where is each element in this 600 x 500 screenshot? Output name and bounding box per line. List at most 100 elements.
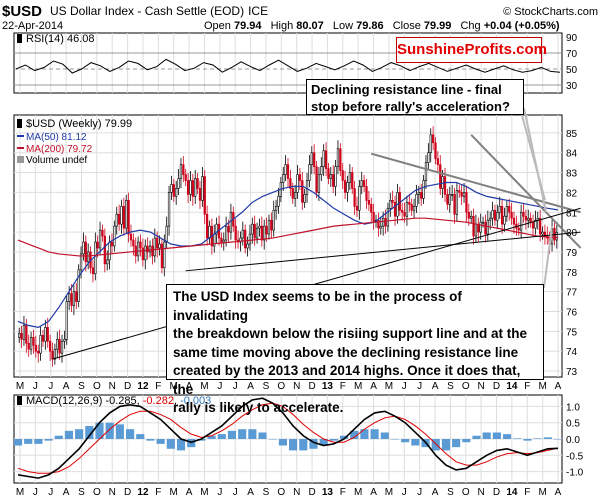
x-tick-label: D xyxy=(308,381,315,392)
macd-histogram-bar xyxy=(339,435,349,439)
candle-body xyxy=(539,217,542,235)
candle-body xyxy=(265,225,268,235)
quote-line: Open 79.94 High 80.07 Low 79.86 Close 79… xyxy=(204,20,560,32)
candle-body xyxy=(429,134,432,154)
candle-body xyxy=(332,174,335,187)
x-tick-label: M xyxy=(538,381,546,392)
macd-histogram-bar xyxy=(543,437,552,439)
candle-body xyxy=(465,192,468,213)
candle-body xyxy=(141,247,145,261)
candle-body xyxy=(372,211,375,223)
candle-body xyxy=(179,164,183,179)
candle-body xyxy=(60,340,64,354)
candle-body xyxy=(393,202,397,217)
candle-body xyxy=(255,227,259,239)
x-tick-label: J xyxy=(233,381,238,392)
candle-body xyxy=(510,211,513,219)
x-tick-label: J xyxy=(417,381,422,392)
candle-body xyxy=(370,204,373,213)
x-tick-label: O xyxy=(277,487,285,498)
candle-body xyxy=(248,233,252,245)
candle-body xyxy=(324,150,328,169)
candle-body xyxy=(225,225,228,241)
macd-histogram-bar xyxy=(492,432,501,439)
price-y-tick-label: 76 xyxy=(566,308,578,319)
candle-body xyxy=(320,166,323,175)
x-tick-label: A xyxy=(186,381,193,392)
candle-body xyxy=(139,241,142,249)
candle-body xyxy=(301,180,304,203)
candle-body xyxy=(156,237,159,249)
candle-body xyxy=(365,186,368,201)
candle-body xyxy=(403,211,406,217)
macd-line xyxy=(17,397,559,479)
candle-body xyxy=(120,206,123,225)
candle-body xyxy=(531,221,535,229)
candle-body xyxy=(486,219,489,235)
macd-histogram-bar xyxy=(136,434,145,439)
candle-body xyxy=(322,150,325,167)
candle-body xyxy=(448,194,451,205)
x-tick-label: J xyxy=(33,381,38,392)
candle-body xyxy=(186,180,190,195)
candle-body xyxy=(431,134,435,144)
candle-body xyxy=(446,194,449,205)
candle-body xyxy=(68,293,71,302)
macd-histogram-bar xyxy=(115,424,124,439)
candle-body xyxy=(527,217,530,221)
rsi-series-line xyxy=(15,58,561,74)
macd-y-tick-label: 0.0 xyxy=(566,435,580,446)
chart-symbol: $USD xyxy=(2,3,42,20)
price-y-tick-label: 78 xyxy=(566,268,578,279)
candle-body xyxy=(63,338,66,342)
macd-y-tick-label: 0.5 xyxy=(566,419,580,430)
candle-body xyxy=(377,219,380,229)
candle-body xyxy=(412,206,416,211)
candle-body xyxy=(489,217,492,221)
x-tick-label: M xyxy=(200,381,208,392)
candle-body xyxy=(477,223,480,233)
annotation-main: The USD Index seems to be in the process… xyxy=(166,284,544,415)
macd-legend-sep1: , xyxy=(137,395,143,407)
x-tick-label: M xyxy=(170,381,178,392)
macd-histogram-bar xyxy=(370,429,379,439)
candle-body xyxy=(503,215,506,225)
candle-body xyxy=(296,174,299,193)
macd-histogram-bar xyxy=(24,439,33,444)
declining-trend-line xyxy=(470,134,582,249)
x-tick-label: J xyxy=(233,487,238,498)
candle-body xyxy=(282,174,285,183)
candle-body xyxy=(144,245,147,261)
candle-body xyxy=(267,219,271,235)
volume-legend-text: Volume undef xyxy=(26,155,87,166)
macd-histogram-bar xyxy=(299,439,308,451)
macd-histogram-bar xyxy=(176,439,186,451)
x-tick-label: D xyxy=(493,381,500,392)
macd-histogram-bar xyxy=(411,439,420,446)
candle-body xyxy=(244,229,247,249)
price-y-tick-label: 83 xyxy=(566,169,578,180)
x-tick-label: O xyxy=(277,381,285,392)
candle-body xyxy=(460,192,463,197)
x-tick-label: F xyxy=(524,381,530,392)
x-tick-label: A xyxy=(247,487,254,498)
candle-body xyxy=(132,239,135,247)
annotation-arrow xyxy=(519,107,546,201)
candle-body xyxy=(106,259,109,265)
candle-body xyxy=(303,194,306,203)
candle-body xyxy=(72,291,76,306)
x-tick-label: J xyxy=(48,487,53,498)
x-tick-label: F xyxy=(524,487,530,498)
macd-histogram-bar xyxy=(85,425,94,439)
support-trend-line xyxy=(52,207,581,360)
x-tick-label: J xyxy=(48,381,53,392)
candle-body xyxy=(41,335,45,342)
candle-body xyxy=(34,344,37,352)
candle-body xyxy=(417,192,420,195)
macd-histogram-bar xyxy=(238,429,247,439)
macd-histogram-bar xyxy=(217,434,226,439)
price-y-tick-label: 75 xyxy=(566,327,578,338)
x-tick-label: S xyxy=(78,487,85,498)
candle-body xyxy=(222,239,225,243)
candle-body xyxy=(351,172,354,189)
